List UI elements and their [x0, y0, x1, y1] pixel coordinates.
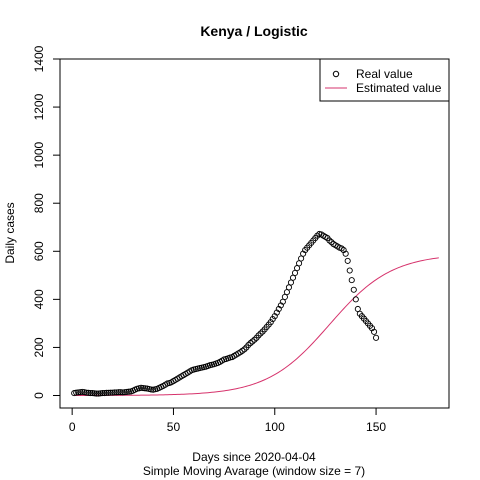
real-value-point	[95, 390, 102, 397]
real-value-point	[97, 390, 104, 397]
real-value-point	[111, 389, 118, 396]
real-value-point	[125, 388, 132, 395]
chart-subtitle: Simple Moving Avarage (window size = 7)	[143, 464, 365, 478]
legend-label-real-value: Real value	[356, 67, 413, 81]
real-value-point	[77, 389, 84, 396]
real-value-point	[137, 384, 145, 391]
real-value-point	[107, 389, 114, 396]
real-value-point	[257, 330, 264, 337]
real-value-point	[117, 389, 124, 396]
real-value-point	[255, 332, 262, 339]
real-value-point	[314, 232, 321, 239]
y-tick-label: 1400	[32, 45, 46, 72]
y-axis-label: Daily cases	[3, 202, 17, 263]
real-value-point	[346, 267, 353, 274]
real-value-point	[121, 389, 128, 396]
real-value-point	[344, 257, 351, 264]
real-value-point	[241, 346, 248, 353]
y-tick-label: 1000	[32, 141, 46, 168]
real-value-point	[251, 336, 258, 343]
real-value-point	[348, 277, 355, 284]
y-tick-label: 600	[32, 241, 46, 261]
estimated-value-line	[74, 257, 439, 396]
real-value-point	[370, 328, 378, 335]
legend-box	[319, 58, 450, 102]
real-value-point	[105, 389, 112, 396]
real-value-point	[267, 319, 274, 326]
real-value-point	[140, 384, 147, 392]
real-value-point	[99, 390, 106, 397]
real-value-point	[119, 389, 126, 396]
real-value-point	[93, 390, 100, 397]
real-value-point	[247, 340, 254, 347]
real-value-point	[245, 341, 252, 349]
real-value-point	[373, 334, 380, 341]
real-value-point	[79, 388, 86, 395]
real-value-point	[350, 286, 357, 293]
y-tick-label: 400	[32, 289, 46, 309]
chart-title: Kenya / Logistic	[200, 23, 308, 39]
real-value-point	[75, 389, 82, 396]
y-axis: 0 200 400 600 800 1000 1200 1400	[32, 45, 61, 399]
y-tick-label: 800	[32, 193, 46, 213]
real-value-point	[89, 390, 96, 397]
real-value-point	[109, 389, 116, 396]
legend-label-estimated-value: Estimated value	[356, 81, 442, 95]
real-points-group	[71, 230, 380, 397]
estimated-line-group	[74, 257, 439, 396]
real-value-point	[148, 386, 155, 393]
x-tick-label: 50	[167, 420, 181, 434]
x-tick-label: 0	[69, 420, 76, 434]
real-value-point	[87, 390, 94, 397]
legend: Real value Estimated value	[319, 58, 450, 102]
y-tick-label: 0	[32, 392, 46, 399]
legend-marker-real-value	[332, 70, 340, 78]
real-value-point	[91, 390, 98, 397]
real-value-point	[113, 389, 120, 396]
x-tick-label: 150	[366, 420, 386, 434]
real-value-point	[328, 239, 335, 246]
x-axis: 0 50 100 150	[69, 407, 386, 434]
real-value-point	[101, 390, 108, 397]
x-axis-label: Days since 2020-04-04	[192, 450, 316, 464]
real-value-point	[142, 385, 149, 392]
real-value-point	[115, 389, 122, 396]
real-value-point	[85, 389, 92, 396]
real-value-point	[123, 388, 130, 395]
y-tick-label: 1200	[32, 93, 46, 120]
real-value-point	[73, 389, 80, 396]
y-tick-label: 200	[32, 337, 46, 357]
real-value-point	[103, 389, 110, 396]
x-tick-label: 100	[265, 420, 285, 434]
real-value-point	[83, 389, 90, 396]
real-value-point	[342, 250, 349, 257]
real-value-point	[352, 296, 359, 303]
